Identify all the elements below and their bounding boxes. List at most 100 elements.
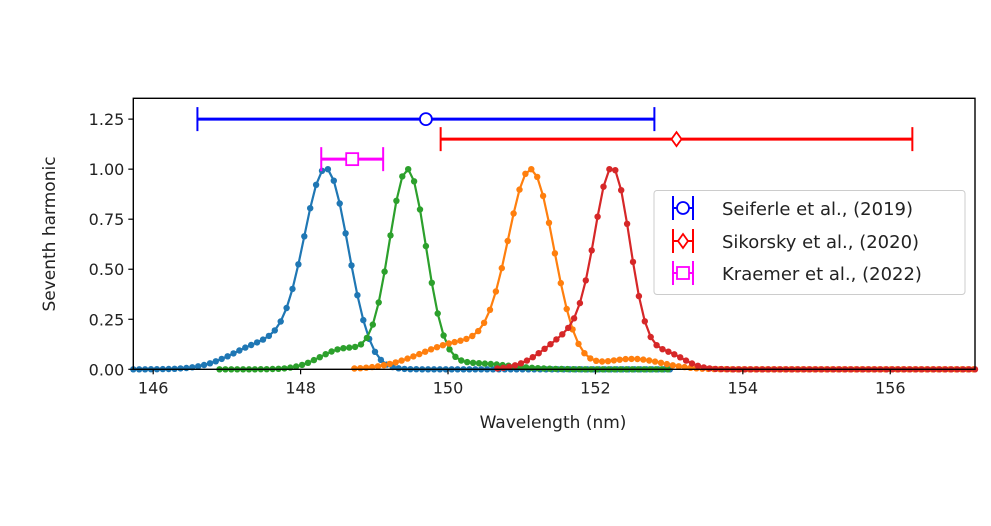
data-point — [375, 299, 382, 306]
data-point — [618, 187, 625, 194]
data-point — [469, 332, 476, 340]
data-point — [230, 350, 237, 357]
data-point — [606, 166, 613, 173]
square-marker — [345, 152, 360, 167]
x-tick-label: 148 — [285, 378, 316, 397]
circle-marker — [676, 201, 690, 215]
legend-entry: Sikorsky et al., (2020) — [672, 229, 919, 253]
data-point — [371, 348, 379, 355]
data-point — [487, 360, 494, 368]
data-point — [671, 351, 678, 358]
data-point — [651, 358, 659, 365]
x-tick-label: 154 — [728, 378, 759, 397]
data-point — [283, 304, 290, 312]
data-point — [206, 360, 214, 367]
data-point — [657, 359, 665, 366]
legend-entry: Kraemer et al., (2022) — [672, 261, 922, 285]
data-point — [565, 324, 572, 332]
data-point — [404, 355, 411, 362]
y-tick-label: 0.75 — [89, 210, 125, 229]
data-point — [445, 340, 452, 347]
data-point — [422, 242, 430, 250]
data-point — [522, 170, 529, 177]
data-point — [451, 338, 458, 346]
data-point — [195, 363, 202, 370]
data-point — [253, 339, 261, 346]
data-point — [581, 350, 588, 357]
diamond-marker — [670, 130, 683, 148]
x-tick-label: 152 — [580, 378, 611, 397]
data-point — [458, 357, 465, 364]
data-point — [399, 173, 406, 180]
data-point — [369, 321, 376, 328]
data-point — [576, 299, 584, 307]
data-point — [200, 361, 208, 369]
y-tick-label: 0.25 — [89, 310, 125, 329]
data-point — [506, 363, 513, 370]
data-point — [557, 279, 564, 287]
data-point — [475, 327, 482, 335]
data-point — [434, 310, 441, 317]
data-point — [328, 348, 335, 355]
data-point — [539, 192, 547, 200]
errorbar — [439, 127, 914, 152]
legend-box — [653, 190, 966, 295]
y-tick-label: 1.00 — [89, 160, 125, 179]
data-point — [242, 344, 249, 351]
data-point — [342, 230, 349, 237]
data-point — [622, 355, 629, 363]
data-point — [452, 353, 459, 360]
data-point — [612, 167, 619, 174]
data-point — [563, 305, 570, 313]
data-point — [517, 360, 525, 367]
data-point — [439, 342, 447, 349]
data-point — [463, 335, 470, 343]
plot-frame — [132, 97, 976, 371]
data-point — [427, 346, 435, 353]
data-point — [307, 205, 314, 212]
data-point — [304, 359, 312, 366]
data-point — [528, 166, 535, 173]
data-point — [218, 355, 225, 363]
data-point — [224, 353, 231, 360]
data-point — [504, 237, 511, 245]
legend-label: Kraemer et al., (2022) — [722, 264, 922, 285]
data-point — [392, 359, 399, 366]
data-point — [593, 357, 600, 364]
data-point — [640, 356, 647, 363]
data-point — [570, 315, 578, 322]
data-point — [312, 181, 320, 188]
data-point — [688, 360, 696, 367]
data-point — [559, 331, 566, 338]
data-point — [340, 345, 347, 352]
data-point — [551, 250, 559, 257]
data-point — [528, 364, 536, 371]
data-point — [212, 358, 219, 365]
data-point — [428, 279, 435, 286]
square-marker — [676, 266, 690, 280]
data-point — [510, 210, 517, 217]
data-point — [529, 354, 536, 361]
data-point — [675, 363, 682, 370]
legend-label: Seiferle et al., (2019) — [722, 199, 913, 220]
data-point — [469, 359, 477, 366]
legend-entry: Seiferle et al., (2019) — [672, 196, 913, 220]
data-point — [635, 292, 643, 300]
data-point — [457, 337, 464, 344]
x-axis-label: Wavelength (nm) — [480, 413, 627, 433]
data-point — [669, 362, 676, 369]
data-point — [183, 364, 190, 372]
data-point — [694, 362, 702, 369]
data-point — [322, 351, 329, 358]
errorbar-layer — [196, 107, 914, 172]
data-point — [600, 183, 607, 190]
data-point — [634, 355, 641, 363]
data-point — [433, 344, 441, 351]
data-point — [553, 336, 560, 343]
y-axis: 0.00 0.25 0.50 0.75 1.00 1.25 — [89, 110, 134, 379]
circle-marker — [419, 112, 433, 127]
data-point — [259, 336, 267, 343]
data-point — [271, 327, 278, 334]
data-point — [316, 354, 323, 361]
